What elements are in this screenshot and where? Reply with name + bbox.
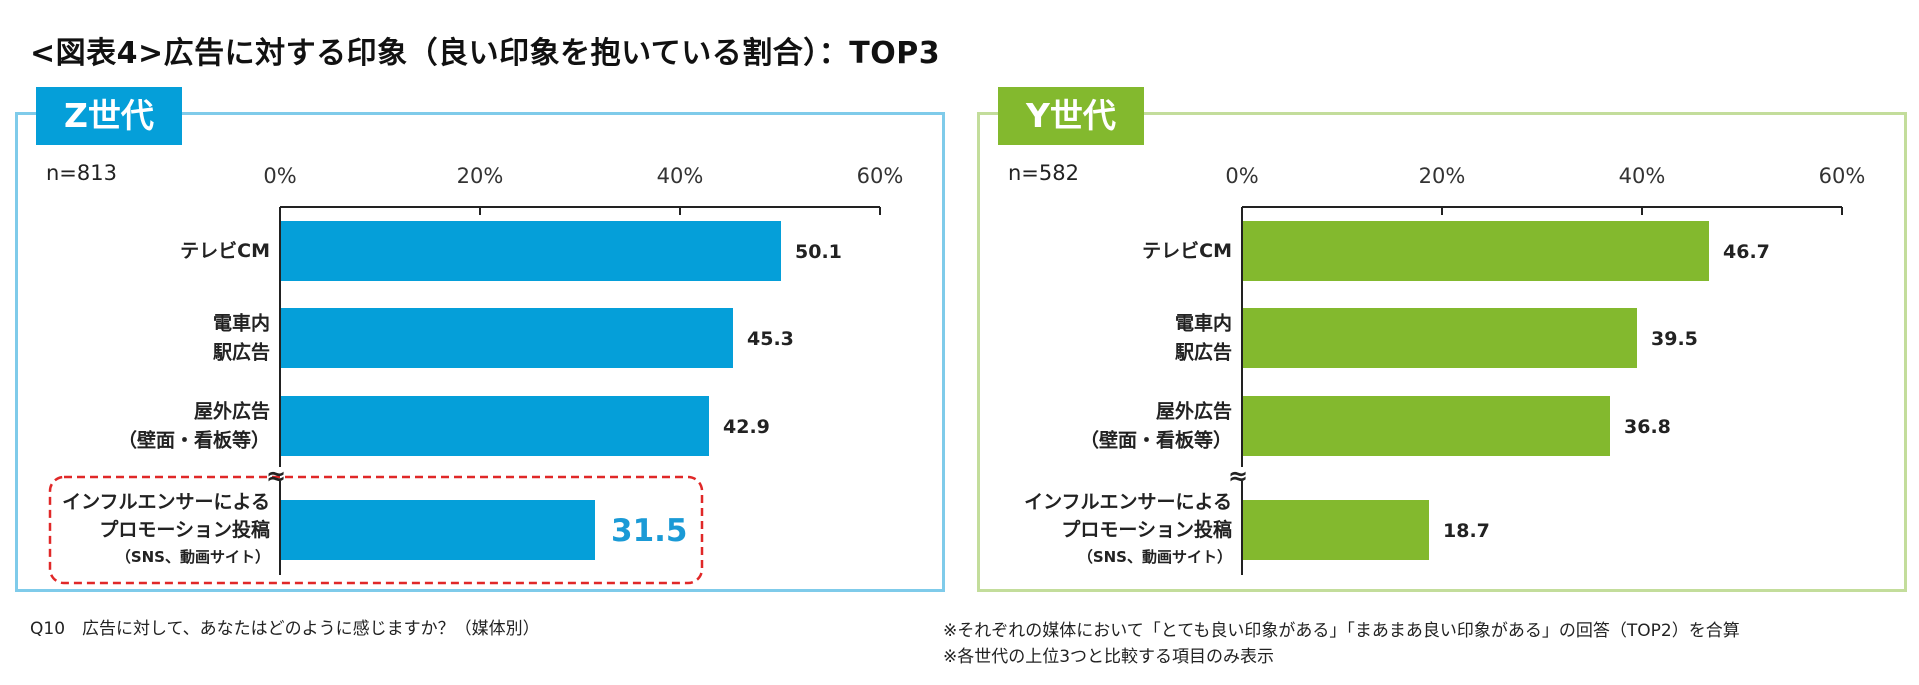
chart-panel-y: Y世代 n=582 0% 20% 40% 60% 46.7 テレビCM 39.5 電車内駅広告 3…	[977, 87, 1907, 592]
category-label-y: テレビCM	[1142, 240, 1232, 262]
bar-z	[280, 396, 709, 456]
category-label-z: プロモーション投稿	[99, 518, 270, 541]
aggregation-note: ※それぞれの媒体において「とても良い印象がある」「まあまあ良い印象がある」の回答…	[943, 621, 1740, 641]
data-label-z: 50.1	[795, 241, 842, 263]
data-label-y: 18.7	[1443, 520, 1490, 542]
bar-z	[280, 500, 595, 560]
x-tick-label-y: 40%	[1619, 164, 1666, 188]
chart-panel-z: Z世代 n=813 0% 20% 40% 60% 50.1 テレビCM 45.3 電車内駅広告 4…	[15, 87, 945, 592]
page-title: <図表4>広告に対する印象（良い印象を抱いている割合）：TOP3	[30, 36, 941, 71]
display-note: ※各世代の上位3つと比較する項目のみ表示	[943, 647, 1275, 667]
x-tick-label-y: 0%	[1225, 164, 1258, 188]
x-tick-label-y: 60%	[1819, 164, 1866, 188]
category-label-y: 駅広告	[1174, 341, 1232, 364]
category-label-y: インフルエンサーによる	[1024, 491, 1232, 513]
category-label-y: 屋外広告	[1156, 400, 1232, 423]
data-label-y: 39.5	[1651, 328, 1698, 350]
category-label-y: 電車内	[1175, 312, 1232, 335]
category-label-z: テレビCM	[180, 240, 270, 262]
bar-z	[280, 308, 733, 368]
x-tick-label-z: 40%	[657, 164, 704, 188]
bar-y	[1242, 221, 1709, 281]
data-label-z: 42.9	[723, 416, 770, 438]
category-label-z: 駅広告	[212, 341, 270, 364]
category-label-z: インフルエンサーによる	[62, 491, 270, 513]
category-label-y: （壁面・看板等）	[1080, 429, 1232, 452]
category-label-z: （壁面・看板等）	[118, 429, 270, 452]
bar-y	[1242, 396, 1610, 456]
x-tick-label-z: 0%	[263, 164, 296, 188]
bar-z	[280, 221, 781, 281]
bar-y	[1242, 500, 1429, 560]
chart-title-z: Z世代	[36, 87, 182, 145]
data-label-z: 31.5	[611, 513, 688, 549]
sample-size-label-z: n=813	[46, 161, 117, 185]
category-label-y: （SNS、動画サイト）	[1078, 548, 1232, 566]
category-label-z: （SNS、動画サイト）	[116, 548, 270, 566]
category-label-z: 屋外広告	[194, 400, 270, 423]
x-tick-label-y: 20%	[1419, 164, 1466, 188]
data-label-y: 36.8	[1624, 416, 1671, 438]
data-label-y: 46.7	[1723, 241, 1770, 263]
data-label-z: 45.3	[747, 328, 794, 350]
x-tick-label-z: 60%	[857, 164, 904, 188]
sample-size-label-y: n=582	[1008, 161, 1079, 185]
bar-y	[1242, 308, 1637, 368]
x-tick-label-z: 20%	[457, 164, 504, 188]
category-label-z: 電車内	[213, 312, 270, 335]
question-note: Q10 広告に対して、あなたはどのように感じますか？（媒体別）	[30, 619, 540, 639]
highlight-box-z	[48, 475, 704, 585]
axis-break-z: ≈	[266, 462, 286, 490]
axis-break-y: ≈	[1228, 462, 1248, 490]
chart-title-y: Y世代	[998, 87, 1144, 145]
category-label-y: プロモーション投稿	[1061, 518, 1232, 541]
